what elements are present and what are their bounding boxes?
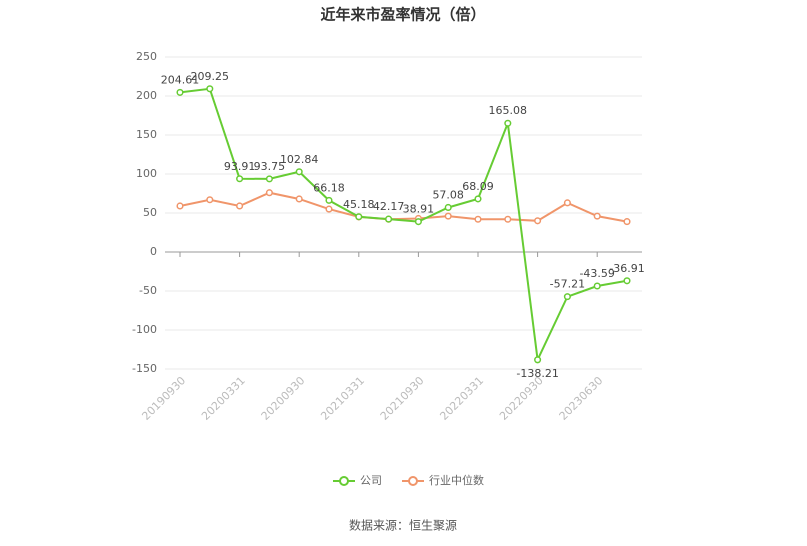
- legend-label: 行业中位数: [429, 473, 484, 487]
- point: [265, 189, 273, 197]
- data-label: 165.08: [489, 104, 528, 117]
- x-tick-label: 20200331: [199, 374, 248, 423]
- x-tick-label: 20200930: [259, 374, 308, 423]
- x-tick-label: 20210331: [318, 374, 367, 423]
- legend-label: 公司: [360, 474, 382, 487]
- y-tick-label: 0: [150, 245, 157, 258]
- point: [444, 203, 452, 212]
- data-label: 57.08: [432, 188, 464, 201]
- y-tick-label: 50: [143, 206, 157, 219]
- x-tick-label: 20220930: [497, 374, 546, 423]
- y-tick-label: -100: [132, 323, 157, 336]
- data-label: -36.91: [609, 262, 644, 275]
- series-line: [179, 87, 628, 364]
- data-label: 45.18: [343, 198, 375, 211]
- point: [355, 213, 363, 221]
- x-tick-label: 20220331: [437, 374, 486, 423]
- point: [623, 218, 631, 226]
- point: [623, 277, 631, 285]
- point: [534, 356, 542, 364]
- series-line: [179, 191, 628, 223]
- y-tick-label: 100: [136, 167, 157, 180]
- point: [325, 205, 333, 213]
- point: [563, 293, 571, 301]
- data-label: -138.21: [516, 367, 558, 380]
- point: [265, 175, 273, 183]
- legend-item: 行业中位数: [402, 473, 484, 487]
- data-label: -57.21: [550, 278, 585, 291]
- x-tick-label: 20190930: [139, 374, 188, 423]
- point: [593, 212, 601, 220]
- point: [534, 217, 542, 225]
- y-tick-label: 200: [136, 89, 157, 102]
- point: [295, 168, 303, 176]
- point: [593, 282, 601, 290]
- y-tick-label: -50: [139, 284, 157, 297]
- data-label: 93.91: [224, 160, 256, 173]
- point: [325, 196, 333, 204]
- y-tick-label: 150: [136, 128, 157, 141]
- y-tick-label: 250: [136, 50, 157, 63]
- legend-marker: [408, 476, 418, 486]
- point: [444, 212, 452, 220]
- point: [504, 119, 512, 127]
- data-label: 93.75: [254, 160, 286, 173]
- data-label: 102.84: [280, 153, 319, 166]
- data-label: 38.91: [403, 203, 435, 216]
- data-label: 66.18: [313, 181, 345, 194]
- data-label: -43.59: [579, 267, 614, 280]
- data-label: 209.25: [191, 70, 230, 83]
- point: [385, 215, 393, 223]
- point: [206, 196, 214, 204]
- source: 数据来源：恒生聚源: [349, 518, 457, 533]
- point: [176, 88, 184, 96]
- point: [295, 195, 303, 203]
- point: [504, 215, 512, 223]
- point: [563, 199, 571, 207]
- x-tick-label: 20210930: [378, 374, 427, 423]
- point: [236, 202, 244, 210]
- point: [414, 218, 422, 226]
- y-tick-label: -150: [132, 362, 157, 375]
- point: [474, 215, 482, 223]
- legend-item: 公司: [333, 474, 382, 487]
- x-tick-label: 20230630: [557, 374, 606, 423]
- chart-title: 近年来市盈率情况（倍）: [320, 6, 485, 24]
- point: [176, 202, 184, 210]
- data-label: 204.61: [161, 73, 200, 86]
- point: [236, 175, 244, 183]
- point: [206, 85, 214, 93]
- data-label: 42.17: [373, 200, 405, 213]
- point: [474, 195, 482, 203]
- data-label: 68.09: [462, 180, 494, 193]
- legend-marker: [339, 476, 349, 486]
